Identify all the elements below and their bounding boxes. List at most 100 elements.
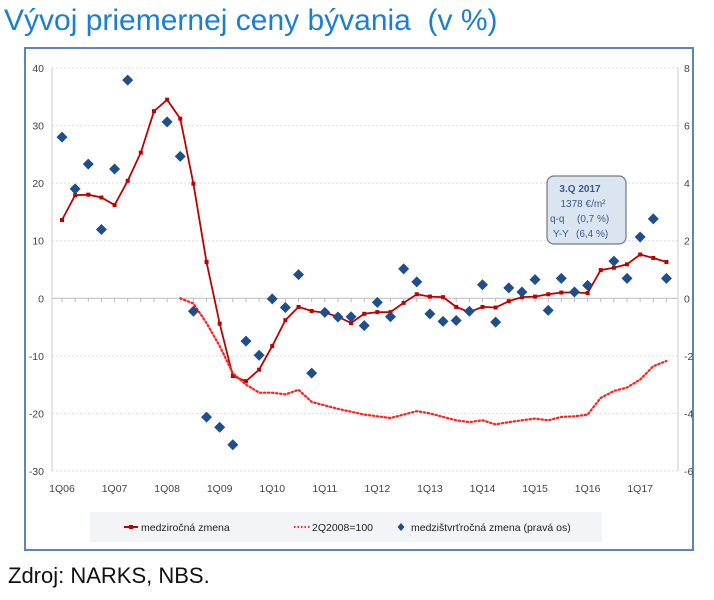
annotation-price: 1378 €/m² [560, 199, 606, 210]
diamond-marker [503, 282, 515, 294]
line-marker [112, 203, 117, 208]
legend-label: 2Q2008=100 [312, 522, 373, 534]
series-line-index [179, 297, 668, 426]
annotation-yy-label: Y-Y [553, 229, 569, 240]
x-axis-tick-label: 1Q09 [207, 483, 233, 495]
diamond-marker [660, 272, 672, 284]
line-marker [349, 321, 354, 326]
diamond-marker [109, 163, 121, 175]
diamond-marker [634, 231, 646, 243]
x-axis-tick-label: 1Q12 [365, 483, 391, 495]
annotation-qq-value: (0,7 %) [577, 214, 609, 225]
line-marker [533, 294, 538, 299]
line-marker [138, 150, 143, 155]
diamond-marker [450, 314, 462, 326]
diamond-marker [647, 213, 659, 225]
line-marker [585, 291, 590, 296]
diamond-marker [293, 269, 305, 281]
diamond-marker [345, 311, 357, 323]
source-note: Zdroj: NARKS, NBS. [8, 563, 210, 588]
diamond-marker [582, 279, 594, 291]
diamond-marker [555, 272, 567, 284]
diamond-marker [411, 276, 423, 288]
chart-frame [24, 47, 694, 551]
line-marker [125, 178, 130, 183]
annotation-yy-value: (6,4 %) [576, 229, 608, 240]
diamond-marker [529, 274, 541, 286]
line-marker [638, 252, 643, 257]
diamond-marker [608, 255, 620, 267]
line-marker [480, 304, 485, 309]
legend-label: medzištvrťročná zmena (pravá os) [411, 522, 571, 534]
line-marker [86, 192, 91, 197]
x-axis-tick-label: 1Q08 [154, 483, 180, 495]
line-marker [60, 217, 64, 222]
diamond-marker [621, 272, 633, 284]
line-marker [598, 268, 603, 273]
line-marker [441, 295, 446, 300]
annotation-quarter: 3.Q 2017 [559, 184, 601, 195]
line-marker [309, 308, 314, 313]
line-marker [401, 300, 406, 305]
left-axis-tick-label: 30 [32, 121, 44, 133]
diamond-marker [476, 279, 488, 291]
diamond-marker [122, 74, 134, 86]
left-axis-tick-label: 20 [32, 178, 44, 190]
line-marker [257, 367, 262, 372]
line-marker [99, 195, 104, 200]
x-axis-tick-label: 1Q07 [102, 483, 128, 495]
line-marker [375, 310, 380, 315]
line-marker [546, 292, 551, 297]
diamond-marker [542, 304, 554, 316]
diamond-marker [56, 131, 68, 143]
diamond-marker [398, 263, 410, 275]
left-axis-tick-label: -20 [29, 408, 44, 420]
diamond-marker [516, 286, 528, 298]
diamond-marker [95, 223, 107, 235]
diamond-marker [227, 439, 239, 451]
line-marker [283, 318, 288, 323]
line-marker [230, 374, 235, 379]
annotation-box [546, 175, 627, 245]
line-marker [243, 379, 248, 384]
line-marker [165, 97, 170, 102]
line-marker [559, 290, 564, 295]
left-axis-tick-label: 40 [32, 63, 44, 75]
line-marker [414, 292, 419, 297]
right-axis-tick-label: 2 [684, 236, 690, 248]
legend-label: medziročná zmena [141, 522, 230, 534]
right-axis-tick-label: 8 [684, 63, 690, 75]
right-axis-tick-label: 4 [684, 178, 690, 190]
diamond-marker [82, 158, 94, 170]
diamond-marker [463, 305, 475, 317]
diamond-marker [253, 349, 265, 361]
diamond-marker [424, 308, 436, 320]
left-axis-tick-label: -10 [29, 351, 44, 363]
diamond-marker [358, 320, 370, 332]
line-marker [427, 294, 432, 299]
annotation-qq-label: q-q [550, 214, 564, 225]
diamond-marker [187, 305, 199, 317]
line-marker [178, 116, 183, 121]
line-marker [362, 311, 367, 316]
x-axis-tick-label: 1Q17 [627, 483, 653, 495]
left-axis-tick-label: -30 [29, 466, 44, 478]
line-marker [73, 193, 78, 198]
legend-swatch-diamond [397, 523, 405, 531]
line-marker [664, 260, 669, 265]
diamond-marker [332, 311, 344, 323]
legend-swatch-marker [129, 525, 133, 529]
line-marker [506, 299, 511, 304]
right-axis-tick-label: -2 [684, 351, 693, 363]
diamond-marker [279, 301, 291, 313]
diamond-marker [568, 286, 580, 298]
right-axis-tick-label: 0 [684, 293, 690, 305]
diamond-marker [174, 150, 186, 162]
right-axis-tick-label: -4 [684, 408, 693, 420]
x-axis-tick-label: 1Q16 [575, 483, 601, 495]
diamond-marker [266, 293, 278, 305]
x-axis-tick-label: 1Q10 [259, 483, 285, 495]
line-marker [204, 260, 209, 265]
legend [90, 512, 602, 542]
